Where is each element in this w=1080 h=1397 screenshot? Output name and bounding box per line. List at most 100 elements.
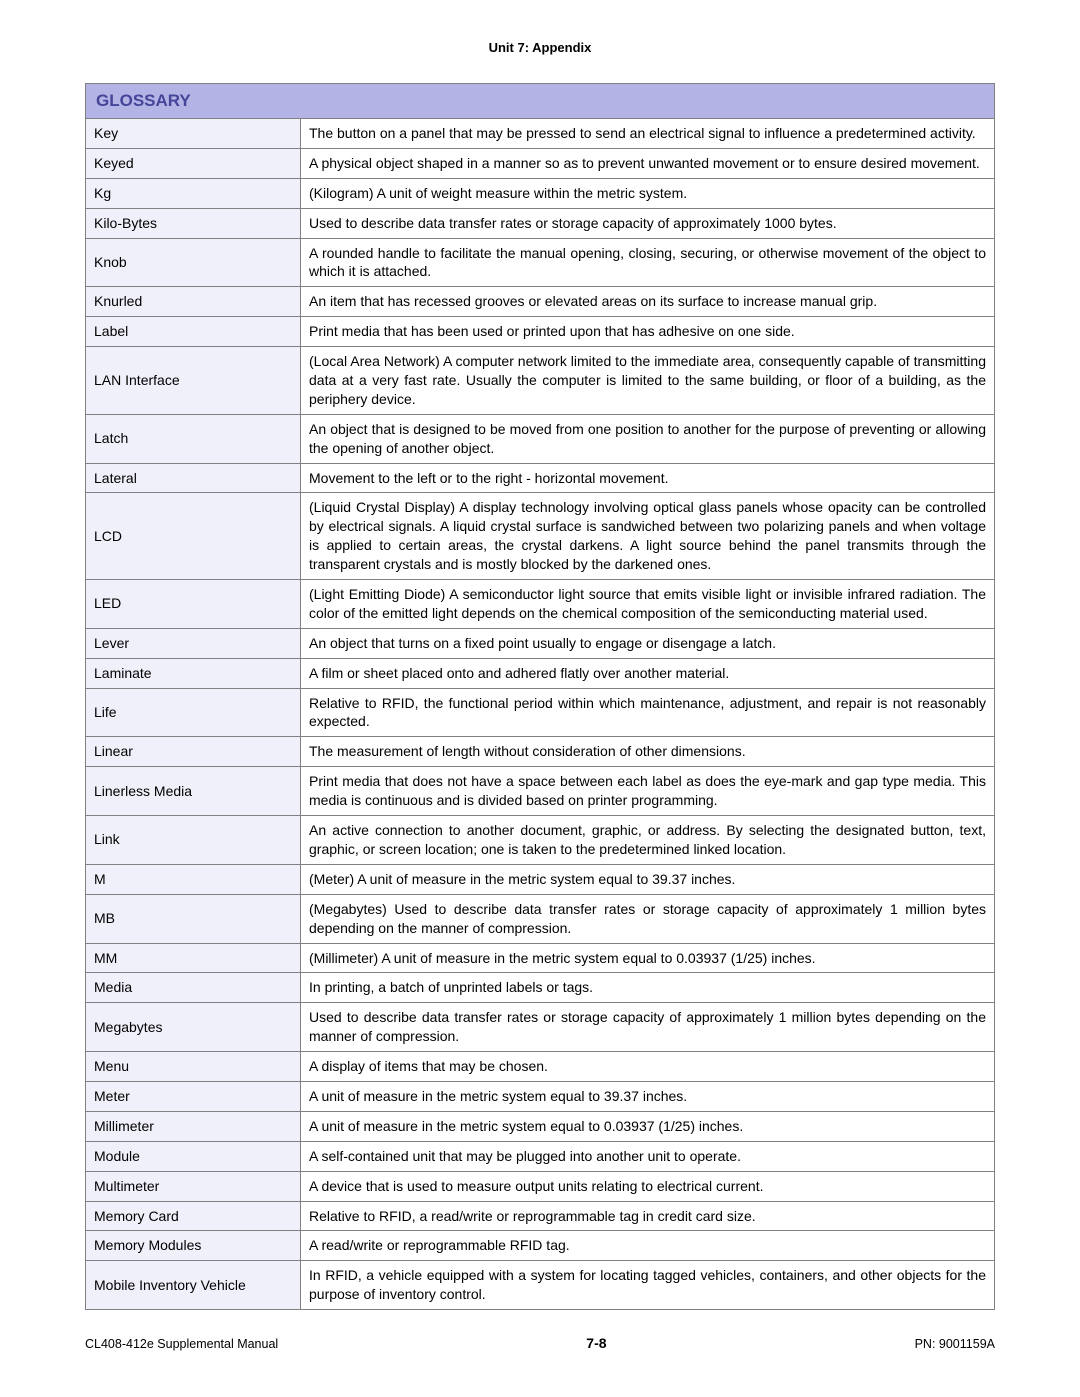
table-row: Memory CardRelative to RFID, a read/writ… — [86, 1201, 995, 1231]
glossary-term: Lateral — [86, 463, 301, 493]
table-row: LaminateA film or sheet placed onto and … — [86, 658, 995, 688]
glossary-definition: In printing, a batch of unprinted labels… — [301, 973, 995, 1003]
glossary-definition: An item that has recessed grooves or ele… — [301, 287, 995, 317]
table-row: KnurledAn item that has recessed grooves… — [86, 287, 995, 317]
table-row: MegabytesUsed to describe data transfer … — [86, 1003, 995, 1052]
unit-header: Unit 7: Appendix — [85, 40, 995, 55]
table-row: Kilo-BytesUsed to describe data transfer… — [86, 208, 995, 238]
glossary-term: M — [86, 864, 301, 894]
glossary-term: Multimeter — [86, 1171, 301, 1201]
glossary-definition: Used to describe data transfer rates or … — [301, 208, 995, 238]
table-row: KeyThe button on a panel that may be pre… — [86, 119, 995, 149]
glossary-term: Kilo-Bytes — [86, 208, 301, 238]
glossary-term: Knurled — [86, 287, 301, 317]
table-row: LabelPrint media that has been used or p… — [86, 317, 995, 347]
table-row: MB(Megabytes) Used to describe data tran… — [86, 894, 995, 943]
table-row: M(Meter) A unit of measure in the metric… — [86, 864, 995, 894]
glossary-definition: The measurement of length without consid… — [301, 737, 995, 767]
glossary-term: Mobile Inventory Vehicle — [86, 1261, 301, 1310]
table-row: MultimeterA device that is used to measu… — [86, 1171, 995, 1201]
glossary-definition: (Local Area Network) A computer network … — [301, 347, 995, 415]
glossary-term: Link — [86, 816, 301, 865]
table-row: Linerless MediaPrint media that does not… — [86, 767, 995, 816]
glossary-definition: Used to describe data transfer rates or … — [301, 1003, 995, 1052]
glossary-definition: The button on a panel that may be presse… — [301, 119, 995, 149]
glossary-definition: (Liquid Crystal Display) A display techn… — [301, 493, 995, 580]
glossary-definition: In RFID, a vehicle equipped with a syste… — [301, 1261, 995, 1310]
footer-right: PN: 9001159A — [915, 1337, 995, 1351]
table-row: Kg(Kilogram) A unit of weight measure wi… — [86, 178, 995, 208]
table-row: Mobile Inventory VehicleIn RFID, a vehic… — [86, 1261, 995, 1310]
glossary-definition: Print media that has been used or printe… — [301, 317, 995, 347]
table-row: LinkAn active connection to another docu… — [86, 816, 995, 865]
table-row: KnobA rounded handle to facilitate the m… — [86, 238, 995, 287]
glossary-term: Laminate — [86, 658, 301, 688]
glossary-definition: An object that is designed to be moved f… — [301, 414, 995, 463]
glossary-term: Lever — [86, 628, 301, 658]
glossary-term: Latch — [86, 414, 301, 463]
footer-left: CL408-412e Supplemental Manual — [85, 1337, 278, 1351]
table-row: KeyedA physical object shaped in a manne… — [86, 148, 995, 178]
glossary-term: Millimeter — [86, 1111, 301, 1141]
glossary-term: Knob — [86, 238, 301, 287]
table-row: MM(Millimeter) A unit of measure in the … — [86, 943, 995, 973]
table-row: MenuA display of items that may be chose… — [86, 1052, 995, 1082]
glossary-term: Memory Modules — [86, 1231, 301, 1261]
table-row: LifeRelative to RFID, the functional per… — [86, 688, 995, 737]
glossary-term: Kg — [86, 178, 301, 208]
glossary-term: LAN Interface — [86, 347, 301, 415]
glossary-term: Keyed — [86, 148, 301, 178]
glossary-definition: An active connection to another document… — [301, 816, 995, 865]
glossary-term: Memory Card — [86, 1201, 301, 1231]
page-footer: CL408-412e Supplemental Manual 7-8 PN: 9… — [85, 1335, 995, 1351]
glossary-term: MM — [86, 943, 301, 973]
glossary-definition: A read/write or reprogrammable RFID tag. — [301, 1231, 995, 1261]
glossary-term: Life — [86, 688, 301, 737]
glossary-term: LCD — [86, 493, 301, 580]
glossary-definition: Relative to RFID, a read/write or reprog… — [301, 1201, 995, 1231]
glossary-definition: A film or sheet placed onto and adhered … — [301, 658, 995, 688]
table-row: Memory ModulesA read/write or reprogramm… — [86, 1231, 995, 1261]
table-row: LinearThe measurement of length without … — [86, 737, 995, 767]
glossary-term: Linerless Media — [86, 767, 301, 816]
glossary-term: Key — [86, 119, 301, 149]
glossary-definition: A rounded handle to facilitate the manua… — [301, 238, 995, 287]
glossary-term: LED — [86, 580, 301, 629]
glossary-term: Module — [86, 1141, 301, 1171]
glossary-definition: Relative to RFID, the functional period … — [301, 688, 995, 737]
glossary-term: Label — [86, 317, 301, 347]
glossary-term: Linear — [86, 737, 301, 767]
table-row: LED(Light Emitting Diode) A semiconducto… — [86, 580, 995, 629]
glossary-title: GLOSSARY — [86, 84, 995, 119]
glossary-definition: Movement to the left or to the right - h… — [301, 463, 995, 493]
table-row: MeterA unit of measure in the metric sys… — [86, 1081, 995, 1111]
glossary-definition: A self-contained unit that may be plugge… — [301, 1141, 995, 1171]
table-row: ModuleA self-contained unit that may be … — [86, 1141, 995, 1171]
glossary-term: Megabytes — [86, 1003, 301, 1052]
footer-page: 7-8 — [586, 1335, 606, 1351]
glossary-definition: A unit of measure in the metric system e… — [301, 1081, 995, 1111]
table-row: LeverAn object that turns on a fixed poi… — [86, 628, 995, 658]
glossary-definition: (Megabytes) Used to describe data transf… — [301, 894, 995, 943]
glossary-definition: A display of items that may be chosen. — [301, 1052, 995, 1082]
glossary-definition: (Meter) A unit of measure in the metric … — [301, 864, 995, 894]
glossary-definition: A unit of measure in the metric system e… — [301, 1111, 995, 1141]
glossary-definition: An object that turns on a fixed point us… — [301, 628, 995, 658]
glossary-definition: (Kilogram) A unit of weight measure with… — [301, 178, 995, 208]
glossary-definition: A device that is used to measure output … — [301, 1171, 995, 1201]
glossary-term: Menu — [86, 1052, 301, 1082]
table-row: LateralMovement to the left or to the ri… — [86, 463, 995, 493]
table-row: MillimeterA unit of measure in the metri… — [86, 1111, 995, 1141]
table-row: LAN Interface(Local Area Network) A comp… — [86, 347, 995, 415]
glossary-table: GLOSSARY KeyThe button on a panel that m… — [85, 83, 995, 1310]
glossary-definition: Print media that does not have a space b… — [301, 767, 995, 816]
glossary-term: MB — [86, 894, 301, 943]
glossary-definition: (Millimeter) A unit of measure in the me… — [301, 943, 995, 973]
glossary-term: Media — [86, 973, 301, 1003]
glossary-definition: A physical object shaped in a manner so … — [301, 148, 995, 178]
table-row: LCD(Liquid Crystal Display) A display te… — [86, 493, 995, 580]
glossary-term: Meter — [86, 1081, 301, 1111]
table-row: MediaIn printing, a batch of unprinted l… — [86, 973, 995, 1003]
table-row: LatchAn object that is designed to be mo… — [86, 414, 995, 463]
glossary-definition: (Light Emitting Diode) A semiconductor l… — [301, 580, 995, 629]
